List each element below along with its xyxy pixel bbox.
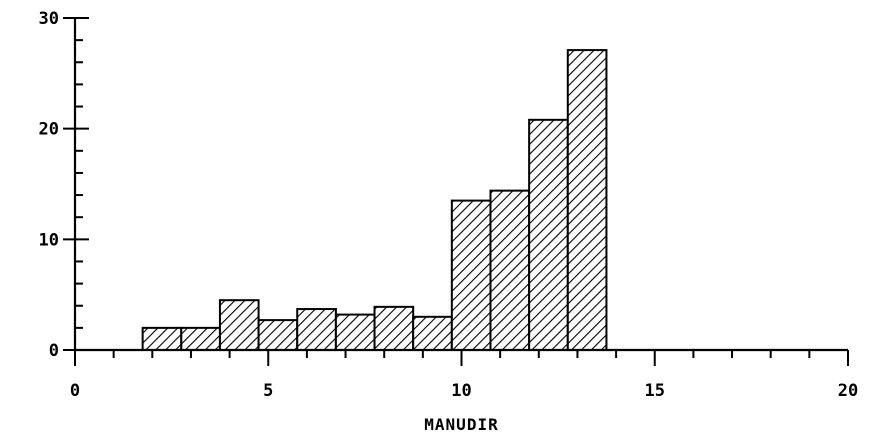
bars: [141, 49, 608, 352]
bar-1: [180, 326, 221, 352]
bar-9: [489, 189, 531, 351]
y-tick-label: 0: [49, 341, 59, 361]
bar-4: [296, 308, 337, 352]
bar-6: [373, 305, 415, 351]
x-tick-label: 15: [645, 381, 665, 401]
bar-11: [566, 49, 608, 352]
tick-labels: 0 5 10 15 20 0 10 20 30: [39, 9, 859, 401]
y-tick-label: 20: [39, 120, 59, 140]
bar-8: [450, 199, 492, 351]
bar-5: [334, 313, 376, 352]
ticks: [63, 17, 849, 366]
bar-10: [528, 118, 569, 351]
bar-0: [141, 326, 183, 352]
x-tick-label: 10: [451, 381, 471, 401]
x-tick-label: 0: [70, 381, 80, 401]
y-tick-label: 30: [39, 9, 59, 29]
bar-7: [412, 315, 453, 351]
x-tick-label: 5: [263, 381, 273, 401]
x-tick-label: 20: [838, 381, 858, 401]
bar-2: [218, 299, 260, 352]
bar-3: [257, 319, 299, 351]
x-axis-label: MANUDIR: [424, 415, 498, 434]
y-tick-label: 10: [39, 230, 59, 250]
